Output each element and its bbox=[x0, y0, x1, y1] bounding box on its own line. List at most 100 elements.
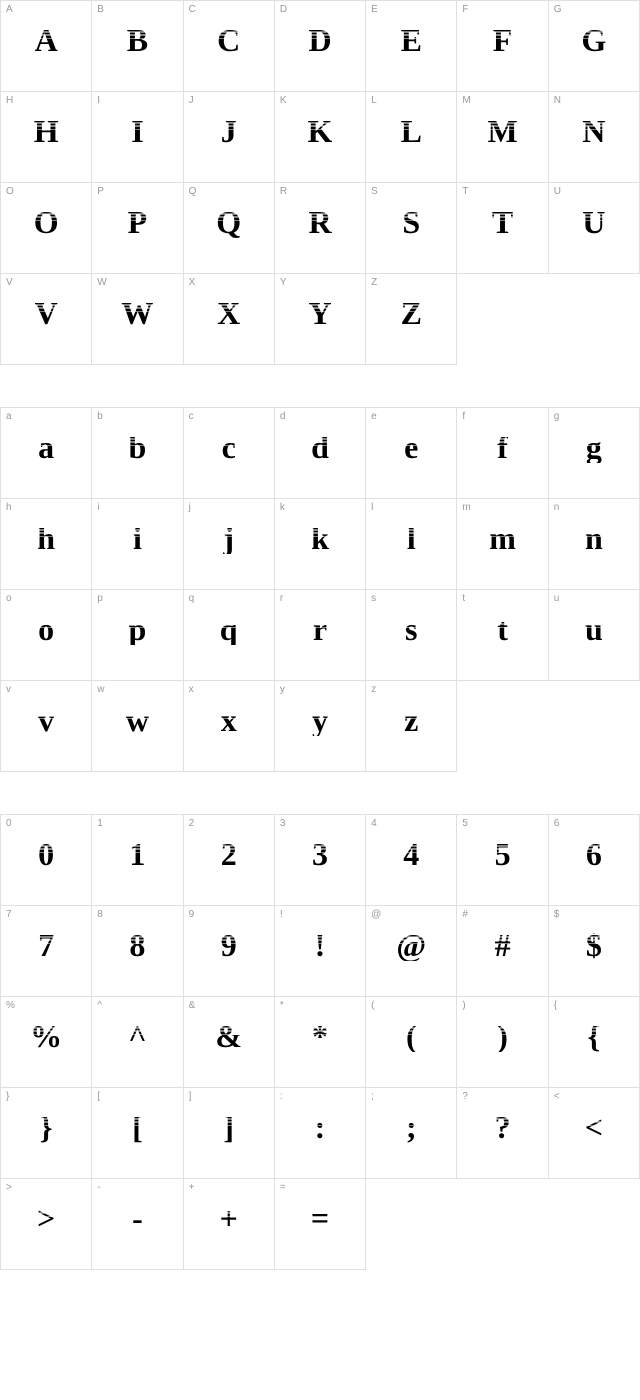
glyph-cell[interactable]: TT bbox=[457, 183, 548, 274]
glyph-cell[interactable]: II bbox=[92, 92, 183, 183]
glyph-cell[interactable]: ii bbox=[92, 499, 183, 590]
glyph-cell-label: N bbox=[554, 95, 561, 106]
glyph-cell[interactable]: 33 bbox=[275, 815, 366, 906]
glyph-cell[interactable]: ll bbox=[366, 499, 457, 590]
glyph-cell[interactable]: mm bbox=[457, 499, 548, 590]
glyph-cell[interactable]: gg bbox=[549, 408, 640, 499]
glyph-cell[interactable]: $$ bbox=[549, 906, 640, 997]
glyph-cell[interactable]: uu bbox=[549, 590, 640, 681]
glyph-cell[interactable]: NN bbox=[549, 92, 640, 183]
glyph-display: i bbox=[133, 522, 142, 554]
glyph-cell[interactable]: SS bbox=[366, 183, 457, 274]
glyph-cell[interactable]: tt bbox=[457, 590, 548, 681]
glyph-cell[interactable]: hh bbox=[1, 499, 92, 590]
glyph-cell[interactable]: {{ bbox=[549, 997, 640, 1088]
glyph-cell-label: m bbox=[462, 502, 470, 513]
glyph-cell[interactable]: [[ bbox=[92, 1088, 183, 1179]
glyph-cell[interactable]: -- bbox=[92, 1179, 183, 1270]
glyph-cell-label: 7 bbox=[6, 909, 12, 920]
glyph-cell[interactable]: ?? bbox=[457, 1088, 548, 1179]
glyph-cell[interactable]: KK bbox=[275, 92, 366, 183]
glyph-cell[interactable]: PP bbox=[92, 183, 183, 274]
glyph-cell[interactable]: jj bbox=[184, 499, 275, 590]
glyph-display: 2 bbox=[221, 838, 237, 870]
glyph-display: 0 bbox=[38, 838, 54, 870]
glyph-cell[interactable]: 55 bbox=[457, 815, 548, 906]
glyph-cell[interactable]: 99 bbox=[184, 906, 275, 997]
glyph-cell[interactable]: ++ bbox=[184, 1179, 275, 1270]
glyph-display: [ bbox=[132, 1111, 143, 1143]
glyph-display: m bbox=[489, 522, 516, 554]
glyph-cell[interactable]: qq bbox=[184, 590, 275, 681]
glyph-cell[interactable]: !! bbox=[275, 906, 366, 997]
glyph-cell[interactable]: )) bbox=[457, 997, 548, 1088]
glyph-cell[interactable]: BB bbox=[92, 1, 183, 92]
glyph-cell[interactable]: }} bbox=[1, 1088, 92, 1179]
glyph-cell[interactable]: zz bbox=[366, 681, 457, 772]
glyph-cell-label: a bbox=[6, 411, 12, 422]
glyph-cell[interactable]: dd bbox=[275, 408, 366, 499]
glyph-cell[interactable]: 66 bbox=[549, 815, 640, 906]
glyph-cell[interactable]: ## bbox=[457, 906, 548, 997]
glyph-cell[interactable]: ss bbox=[366, 590, 457, 681]
glyph-cell[interactable]: VV bbox=[1, 274, 92, 365]
glyph-cell[interactable]: (( bbox=[366, 997, 457, 1088]
glyph-cell[interactable]: ZZ bbox=[366, 274, 457, 365]
glyph-cell[interactable]: >> bbox=[1, 1179, 92, 1270]
glyph-cell[interactable]: ]] bbox=[184, 1088, 275, 1179]
glyph-cell-label: ( bbox=[371, 1000, 374, 1011]
glyph-cell[interactable]: 88 bbox=[92, 906, 183, 997]
glyph-display: M bbox=[487, 115, 517, 147]
glyph-cell[interactable]: xx bbox=[184, 681, 275, 772]
glyph-cell[interactable]: WW bbox=[92, 274, 183, 365]
glyph-cell[interactable]: FF bbox=[457, 1, 548, 92]
glyph-cell-label: Y bbox=[280, 277, 287, 288]
glyph-cell[interactable]: vv bbox=[1, 681, 92, 772]
glyph-cell[interactable]: AA bbox=[1, 1, 92, 92]
glyph-cell[interactable]: ee bbox=[366, 408, 457, 499]
glyph-cell[interactable]: CC bbox=[184, 1, 275, 92]
character-map: AABBCCDDEEFFGG HHIIJJKKLLMMNN OOPPQQRRSSTT… bbox=[0, 0, 640, 1270]
glyph-cell[interactable]: 11 bbox=[92, 815, 183, 906]
glyph-cell[interactable]: YY bbox=[275, 274, 366, 365]
glyph-cell[interactable]: XX bbox=[184, 274, 275, 365]
glyph-cell[interactable]: aa bbox=[1, 408, 92, 499]
glyph-cell[interactable]: bb bbox=[92, 408, 183, 499]
glyph-cell[interactable]: yy bbox=[275, 681, 366, 772]
glyph-cell[interactable]: MM bbox=[457, 92, 548, 183]
glyph-cell[interactable]: UU bbox=[549, 183, 640, 274]
glyph-cell[interactable]: && bbox=[184, 997, 275, 1088]
glyph-cell[interactable]: nn bbox=[549, 499, 640, 590]
glyph-display: c bbox=[222, 431, 236, 463]
glyph-cell[interactable]: 44 bbox=[366, 815, 457, 906]
glyph-cell[interactable]: == bbox=[275, 1179, 366, 1270]
glyph-display: O bbox=[34, 206, 59, 238]
glyph-cell[interactable]: %% bbox=[1, 997, 92, 1088]
glyph-cell[interactable]: RR bbox=[275, 183, 366, 274]
glyph-cell[interactable]: 00 bbox=[1, 815, 92, 906]
glyph-cell[interactable]: pp bbox=[92, 590, 183, 681]
glyph-cell[interactable]: :: bbox=[275, 1088, 366, 1179]
glyph-cell[interactable]: EE bbox=[366, 1, 457, 92]
glyph-cell[interactable]: ^^ bbox=[92, 997, 183, 1088]
glyph-cell[interactable]: << bbox=[549, 1088, 640, 1179]
glyph-display: & bbox=[215, 1020, 242, 1052]
glyph-cell[interactable]: ww bbox=[92, 681, 183, 772]
glyph-cell[interactable]: oo bbox=[1, 590, 92, 681]
glyph-cell[interactable]: QQ bbox=[184, 183, 275, 274]
glyph-cell[interactable]: 22 bbox=[184, 815, 275, 906]
glyph-cell[interactable]: LL bbox=[366, 92, 457, 183]
glyph-cell[interactable]: @@ bbox=[366, 906, 457, 997]
glyph-cell[interactable]: JJ bbox=[184, 92, 275, 183]
glyph-cell[interactable]: ;; bbox=[366, 1088, 457, 1179]
glyph-cell[interactable]: rr bbox=[275, 590, 366, 681]
glyph-cell[interactable]: GG bbox=[549, 1, 640, 92]
glyph-cell[interactable]: ff bbox=[457, 408, 548, 499]
glyph-cell[interactable]: cc bbox=[184, 408, 275, 499]
glyph-cell[interactable]: DD bbox=[275, 1, 366, 92]
glyph-cell[interactable]: kk bbox=[275, 499, 366, 590]
glyph-cell[interactable]: 77 bbox=[1, 906, 92, 997]
glyph-cell[interactable]: ** bbox=[275, 997, 366, 1088]
glyph-cell[interactable]: OO bbox=[1, 183, 92, 274]
glyph-cell[interactable]: HH bbox=[1, 92, 92, 183]
